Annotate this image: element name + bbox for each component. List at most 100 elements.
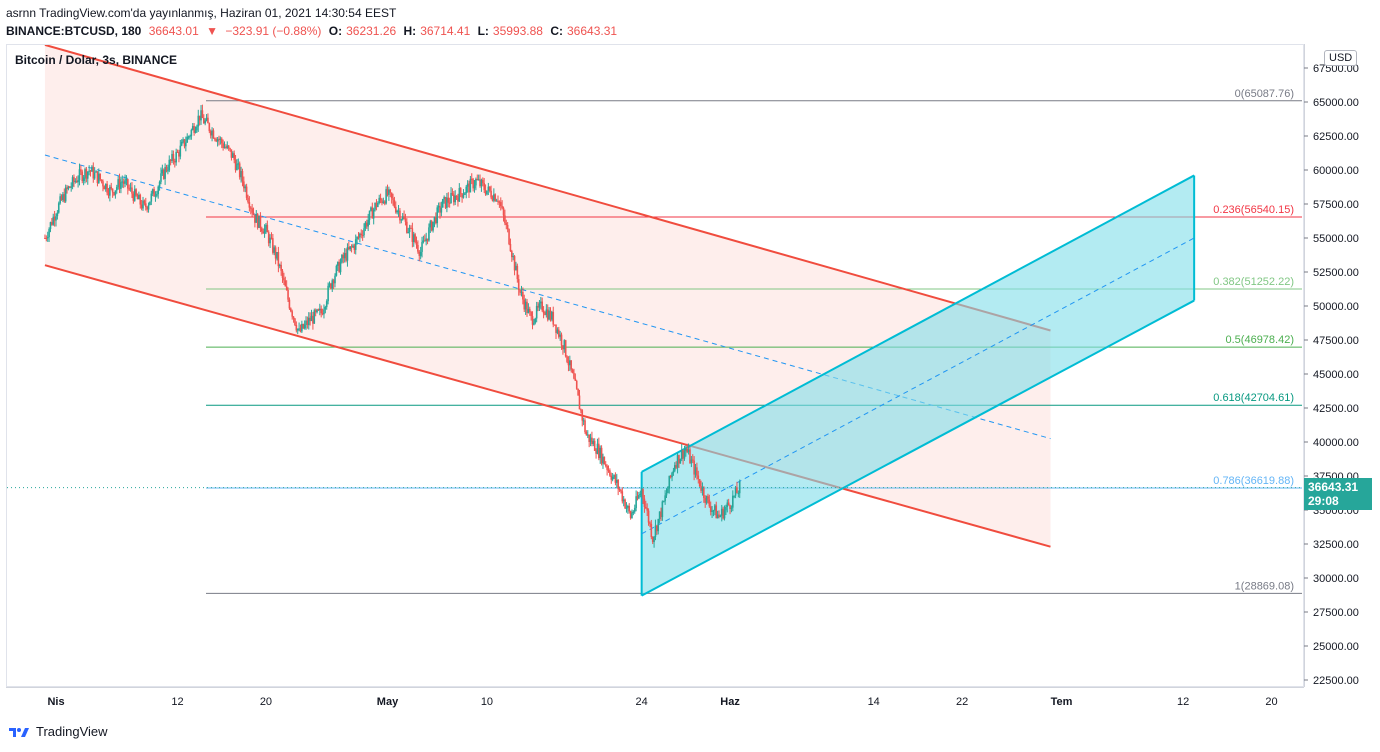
- candle-body: [266, 224, 269, 233]
- candle-body: [606, 465, 608, 470]
- candle-body: [209, 131, 212, 136]
- candle-body: [487, 186, 490, 191]
- candle-body: [176, 151, 179, 153]
- candle-body: [696, 467, 698, 476]
- candle-body: [307, 317, 310, 326]
- candle-body: [51, 222, 53, 225]
- descending-channel-upper: [44, 45, 1051, 332]
- candle-body: [524, 301, 527, 310]
- candle-body: [650, 523, 653, 538]
- candle-body: [331, 280, 334, 289]
- candle-body: [560, 334, 563, 346]
- candle-body: [419, 251, 422, 256]
- time-tick-label: 22: [956, 696, 968, 708]
- candle-body: [556, 329, 559, 333]
- candle-body: [343, 252, 346, 259]
- candle-body: [193, 126, 195, 133]
- symbol-label: BINANCE:BTCUSD, 180: [6, 24, 142, 38]
- candle-body: [342, 255, 345, 259]
- candle-body: [520, 291, 523, 293]
- candle-body: [436, 207, 439, 224]
- candle-body: [207, 117, 209, 124]
- candle-body: [81, 171, 84, 181]
- candle-body: [281, 270, 284, 278]
- candle-body: [628, 505, 631, 512]
- candle-body: [505, 223, 508, 225]
- candle-body: [323, 309, 325, 315]
- candle-body: [621, 491, 624, 502]
- price-tick-label: 55000.00: [1313, 233, 1359, 245]
- time-axis[interactable]: [6, 687, 1304, 715]
- candle-body: [504, 215, 506, 224]
- candle-body: [680, 449, 683, 460]
- candle-body: [302, 324, 305, 329]
- candle-body: [625, 507, 628, 509]
- candle-body: [693, 460, 695, 475]
- high-value: 36714.41: [420, 24, 471, 38]
- chart-header: asrnn TradingView.com'da yayınlanmış, Ha…: [6, 4, 1306, 40]
- currency-button[interactable]: USD: [1324, 50, 1358, 66]
- candle-body: [172, 153, 175, 162]
- candle-body: [255, 214, 258, 223]
- candle-body: [144, 203, 147, 208]
- candle-body: [479, 179, 481, 187]
- candle-body: [320, 308, 322, 314]
- candle-body: [229, 148, 231, 150]
- candle-body: [737, 493, 740, 495]
- candle-body: [327, 285, 329, 302]
- candle-body: [69, 186, 71, 188]
- candle-body: [274, 247, 277, 259]
- candle-body: [265, 224, 267, 229]
- fib-label-0.618: 0.618(42704.61): [1213, 392, 1294, 404]
- candle-body: [261, 228, 263, 232]
- candle-body: [533, 322, 535, 325]
- candle-body: [301, 324, 303, 332]
- open-label: O:: [328, 24, 343, 38]
- candle-body: [422, 240, 425, 243]
- fib-label-0: 0(65087.76): [1235, 88, 1294, 100]
- candle-body: [59, 196, 61, 204]
- candle-body: [629, 511, 632, 518]
- candle-body: [330, 283, 332, 289]
- footer-brand[interactable]: TradingView: [36, 724, 108, 739]
- candle-body: [538, 303, 541, 308]
- candle-body: [458, 188, 461, 202]
- candle-body: [586, 434, 589, 436]
- candle-body: [190, 129, 193, 137]
- candle-body: [468, 183, 470, 193]
- candle-body: [338, 261, 340, 273]
- fib-label-0.236: 0.236(56540.15): [1213, 204, 1294, 216]
- candle-body: [607, 469, 610, 471]
- fib-label-0.786: 0.786(36619.88): [1213, 475, 1294, 487]
- candle-body: [548, 310, 550, 320]
- candle-body: [202, 118, 205, 124]
- candle-body: [212, 130, 215, 139]
- candle-body: [345, 252, 347, 261]
- chart-pane[interactable]: [6, 44, 1304, 687]
- candle-body: [668, 475, 671, 489]
- change-arrow-icon: ▼: [206, 24, 218, 38]
- candle-body: [698, 479, 701, 487]
- price-tick-label: 52500.00: [1313, 267, 1359, 279]
- candle-body: [245, 186, 248, 198]
- descending-channel-median: [44, 154, 1051, 440]
- candle-body: [171, 153, 173, 161]
- candle-body: [653, 536, 655, 543]
- candle-body: [96, 171, 99, 184]
- candle-body: [464, 193, 466, 195]
- candle-body: [675, 465, 677, 468]
- candle-body: [537, 305, 539, 308]
- candle-body: [563, 340, 566, 350]
- candle-body: [627, 505, 629, 508]
- candle-body: [140, 204, 143, 209]
- candle-body: [62, 194, 64, 200]
- price-tick-label: 40000.00: [1313, 437, 1359, 449]
- price-axis[interactable]: [1304, 44, 1380, 687]
- price-tick-label: 32500.00: [1313, 539, 1359, 551]
- candle-body: [483, 183, 485, 190]
- candle-body: [559, 334, 561, 337]
- candle-body: [418, 251, 421, 256]
- candle-body: [433, 216, 436, 222]
- candle-body: [711, 510, 713, 512]
- candle-body: [610, 475, 613, 480]
